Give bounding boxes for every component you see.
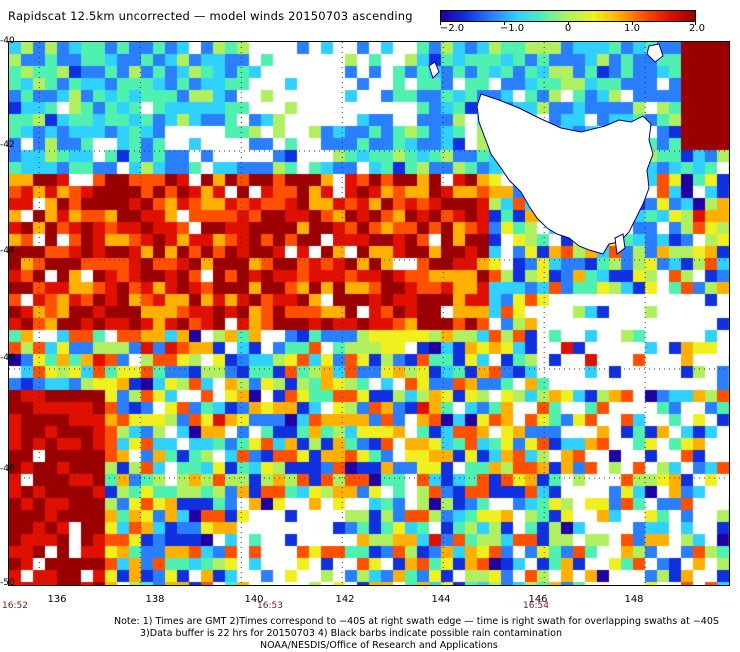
image-title: Rapidscat 12.5km uncorrected — model win… — [8, 9, 413, 23]
map-overlay — [9, 42, 729, 585]
lat-label: -46 — [0, 353, 15, 363]
king-island — [428, 61, 440, 79]
colorbar-tick-mark — [632, 21, 633, 25]
time-label: 16:54 — [523, 601, 549, 611]
lon-label: 142 — [335, 594, 355, 605]
tasmania-landmass — [476, 93, 654, 255]
footnote-line: Note: 1) Times are GMT 2)Times correspon… — [114, 616, 719, 627]
lon-label: 146 — [528, 594, 548, 605]
lat-label: -48 — [0, 464, 15, 474]
time-label: 16:52 — [2, 601, 28, 611]
lon-label: 144 — [431, 594, 451, 605]
lon-label: 136 — [47, 594, 67, 605]
colorbar-tick-mark — [568, 21, 569, 25]
colorbar-tick-mark — [440, 21, 441, 25]
flinders-island — [646, 43, 664, 63]
lon-label: 140 — [244, 594, 264, 605]
colorbar-tick-mark — [504, 21, 505, 25]
colorbar-tick-label: 0 — [564, 23, 572, 34]
footnotes: Note: 1) Times are GMT 2)Times correspon… — [0, 616, 740, 652]
lat-label: -50 — [0, 578, 15, 588]
time-label: 16:53 — [257, 601, 283, 611]
footnote-line: NOAA/NESDIS/Office of Research and Appli… — [260, 640, 498, 651]
lon-label: 138 — [145, 594, 165, 605]
lat-label: -40 — [0, 36, 15, 46]
footnote-line: 3)Data buffer is 22 hrs for 20150703 4) … — [140, 628, 562, 639]
colorbar-tick-label: −1.0 — [499, 23, 525, 34]
bruny-island — [614, 233, 626, 255]
colorbar-tick-label: 1.0 — [624, 23, 640, 34]
colorbar-tick-label: 2.0 — [689, 23, 705, 34]
lon-label: 148 — [624, 594, 644, 605]
wind-difference-map — [8, 41, 730, 586]
lat-label: -44 — [0, 246, 15, 256]
lat-label: -42 — [0, 140, 15, 150]
colorbar-tick-mark — [695, 21, 696, 25]
colorbar-tick-label: −2.0 — [439, 23, 465, 34]
